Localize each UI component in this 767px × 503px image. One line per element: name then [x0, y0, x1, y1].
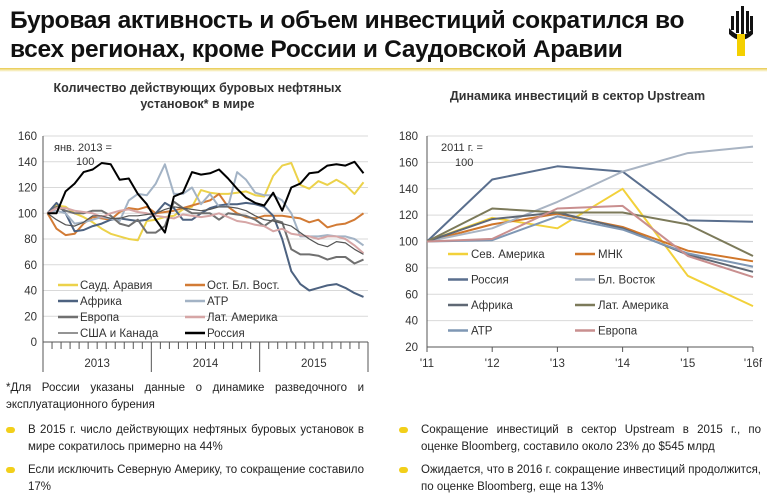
- page-title: Буровая активность и объем инвестиций со…: [10, 7, 685, 63]
- y-tick-label: 40: [24, 286, 37, 298]
- legend-label: Европа: [598, 326, 638, 338]
- legend-label: Россия: [207, 328, 245, 340]
- series-line-7: [47, 160, 365, 234]
- legend-label: Сауд. Аравия: [80, 280, 152, 292]
- legend-label: АТР: [207, 296, 229, 308]
- y-tick-label: 120: [18, 183, 37, 195]
- series-line-5: [426, 207, 754, 257]
- series-line-4: [426, 211, 754, 273]
- x-tick-label: '14: [615, 358, 631, 370]
- bullet-left-1: В 2015 г. число действующих нефтяных бур…: [0, 422, 364, 456]
- left-chart-annotation: янв. 2013 =: [54, 142, 112, 154]
- header-divider: [0, 68, 767, 72]
- series-line-6: [426, 215, 754, 268]
- x-tick-label: '16f: [744, 358, 763, 370]
- series-line-0: [426, 187, 754, 308]
- series-line-2: [46, 201, 364, 298]
- left-chart-subtitle: Количество действующих буровых нефтяных …: [53, 81, 342, 111]
- y-tick-label: 120: [399, 210, 418, 222]
- right-chart: 20 40 60 80 100 120 140 160 180 '11 '12 '13 '14 '15 '1…: [399, 131, 763, 370]
- series-line-2: [426, 165, 754, 243]
- rosneft-logo: [729, 6, 753, 56]
- legend-label: Ост. Бл. Вост.: [207, 280, 280, 292]
- x-tick-label: '11: [420, 358, 434, 370]
- left-chart: 0 20 40 60 80 100 120 140 160 2013 2014 2015 Сауд. А…: [18, 131, 369, 372]
- bullet-right-1: Сокращение инвестиций в сектор Upstream …: [393, 422, 761, 456]
- y-tick-label: 160: [18, 131, 37, 143]
- legend-label: Бл. Восток: [598, 275, 656, 287]
- legend-label: Сев. Америка: [471, 249, 545, 261]
- x-tick-label: '13: [550, 358, 565, 370]
- y-tick-label: 100: [399, 237, 418, 249]
- legend-label: Европа: [80, 312, 120, 324]
- right-chart-annotation: 2011 г. =: [441, 142, 483, 154]
- footnote: *Для России указаны данные о динамике ра…: [6, 382, 364, 411]
- y-tick-label: 140: [399, 184, 418, 196]
- right-chart-annotation-value: 100: [455, 157, 473, 169]
- x-group-label: 2013: [84, 358, 110, 370]
- x-tick-label: '15: [680, 358, 695, 370]
- series-line-3: [426, 145, 754, 243]
- y-tick-label: 180: [399, 131, 418, 143]
- y-tick-label: 80: [405, 263, 418, 275]
- y-tick-label: 100: [18, 208, 37, 220]
- y-tick-label: 40: [405, 316, 418, 328]
- legend-label: Лат. Америка: [207, 312, 278, 324]
- legend-label: Африка: [471, 300, 513, 312]
- legend-label: США и Канада: [80, 328, 159, 340]
- series-line-5: [46, 207, 365, 254]
- y-tick-label: 20: [405, 342, 418, 354]
- y-tick-label: 60: [24, 260, 37, 272]
- legend-label: Россия: [471, 275, 509, 287]
- y-tick-label: 0: [31, 337, 37, 349]
- legend-label: МНК: [598, 249, 623, 261]
- x-group-label: 2015: [301, 358, 327, 370]
- y-tick-label: 20: [24, 311, 37, 323]
- series-line-4: [46, 200, 364, 265]
- series-line-7: [426, 204, 754, 279]
- y-tick-label: 60: [405, 289, 418, 301]
- bullet-right-2: Ожидается, что в 2016 г. сокращение инве…: [393, 462, 761, 496]
- bullet-left-2: Если исключить Северную Америку, то сокр…: [0, 462, 364, 496]
- y-tick-label: 80: [24, 234, 37, 246]
- y-tick-label: 140: [18, 157, 37, 169]
- x-group-label: 2014: [193, 358, 219, 370]
- series-line-6: [47, 206, 364, 255]
- left-chart-annotation-value: 100: [76, 156, 94, 168]
- right-chart-subtitle: Динамика инвестиций в сектор Upstream: [449, 89, 706, 103]
- series-line-3: [47, 163, 365, 247]
- legend-label: Африка: [80, 296, 122, 308]
- series-line-0: [46, 162, 365, 242]
- legend-label: АТР: [471, 326, 493, 338]
- y-tick-label: 160: [399, 157, 418, 169]
- legend-label: Лат. Америка: [598, 300, 669, 312]
- x-tick-label: '12: [485, 358, 500, 370]
